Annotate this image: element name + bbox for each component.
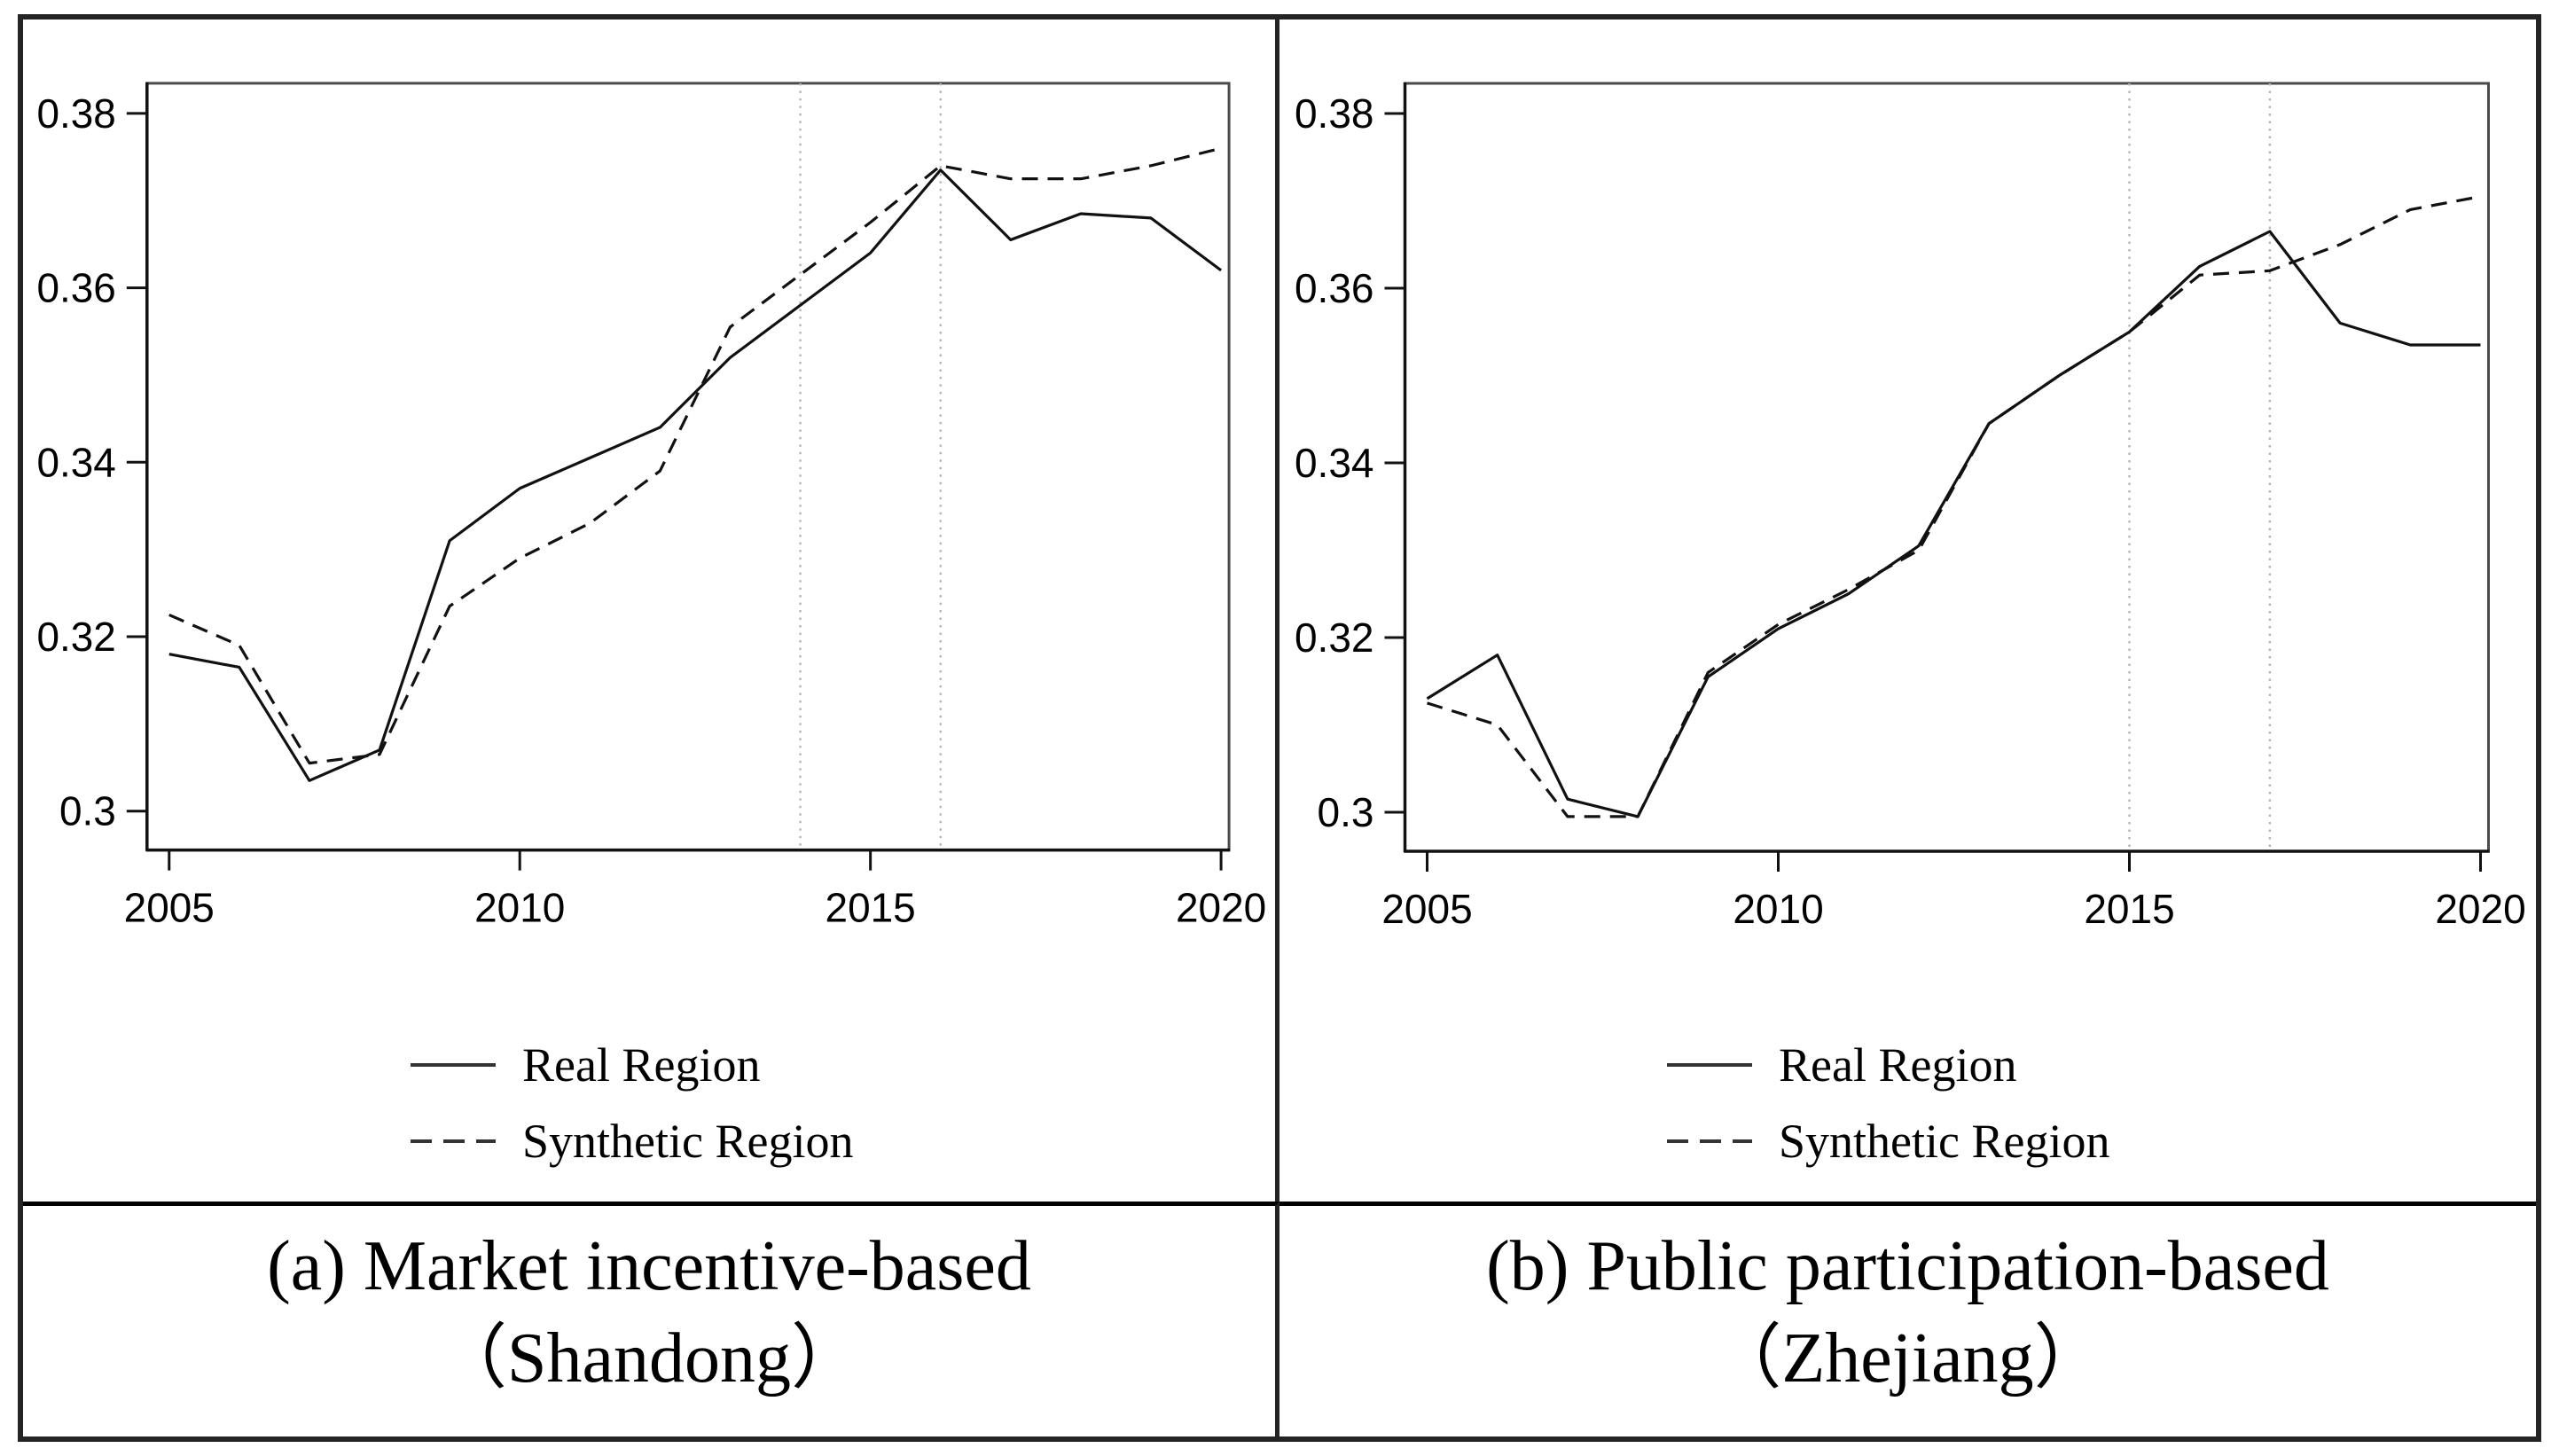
legend-row-synthetic: Synthetic Region — [409, 1103, 853, 1179]
chart-b: 0.3 0.32 0.34 0.36 0.38 2005 2010 2015 2020 — [1295, 82, 2526, 932]
y-tick-label: 0.38 — [36, 90, 115, 137]
y-tick-label: 0.36 — [36, 265, 115, 311]
synthetic-region-line — [168, 146, 1222, 765]
y-tick-label: 0.38 — [1295, 90, 1374, 137]
caption-b-line2: （Zhejiang） — [1710, 1319, 2105, 1397]
solid-line-sample — [1667, 1063, 1752, 1067]
caption-b: (b) Public participation-based （Zhejiang… — [1280, 1202, 2536, 1436]
legend-label-real: Real Region — [522, 1038, 761, 1092]
dashed-line-sample — [1667, 1139, 1752, 1143]
x-tick-label: 2010 — [1733, 886, 1823, 932]
dashed-line-sample — [411, 1139, 496, 1143]
y-tick-label: 0.34 — [36, 439, 115, 485]
legend-b: Real Region Synthetic Region — [1665, 1027, 2109, 1179]
panel-a: 0.3 0.32 0.34 0.36 0.38 2005 2010 2015 2020 Real… — [23, 20, 1280, 1202]
y-tick-label: 0.32 — [36, 614, 115, 660]
x-tick-label: 2015 — [2084, 886, 2174, 932]
caption-b-line1: (b) Public participation-based — [1486, 1227, 2329, 1305]
legend-a: Real Region Synthetic Region — [409, 1027, 853, 1179]
x-tick-label: 2020 — [2435, 886, 2525, 932]
y-tick-label: 0.34 — [1295, 440, 1374, 486]
chart-a: 0.3 0.32 0.34 0.36 0.38 2005 2010 2015 2020 — [36, 82, 1266, 931]
figure-frame: 0.3 0.32 0.34 0.36 0.38 2005 2010 2015 2020 Real… — [18, 14, 2541, 1442]
x-tick-label: 2005 — [1381, 886, 1472, 932]
y-tick-label: 0.3 — [1318, 789, 1374, 835]
y-tick-label: 0.3 — [59, 788, 116, 834]
legend-label-real: Real Region — [1779, 1038, 2017, 1092]
caption-a: (a) Market incentive-based （Shandong） — [23, 1202, 1280, 1436]
legend-label-synthetic: Synthetic Region — [1779, 1115, 2110, 1168]
y-tick-label: 0.32 — [1295, 614, 1374, 661]
solid-line-sample — [411, 1063, 496, 1067]
legend-row-real: Real Region — [1665, 1027, 2109, 1103]
legend-label-synthetic: Synthetic Region — [522, 1115, 854, 1168]
panel-b: 0.3 0.32 0.34 0.36 0.38 2005 2010 2015 2020 Real… — [1280, 20, 2536, 1202]
real-region-line — [1426, 230, 2481, 818]
y-tick-label: 0.36 — [1295, 265, 1374, 311]
legend-row-real: Real Region — [409, 1027, 853, 1103]
x-tick-label: 2020 — [1176, 885, 1266, 931]
x-tick-label: 2015 — [826, 885, 916, 931]
caption-a-line2: （Shandong） — [436, 1319, 862, 1397]
x-tick-label: 2010 — [474, 885, 565, 931]
synthetic-region-line — [1427, 195, 2481, 818]
legend-row-synthetic: Synthetic Region — [1665, 1103, 2109, 1179]
real-region-line — [168, 168, 1223, 782]
x-tick-label: 2005 — [124, 885, 215, 931]
caption-a-line1: (a) Market incentive-based — [267, 1227, 1031, 1305]
